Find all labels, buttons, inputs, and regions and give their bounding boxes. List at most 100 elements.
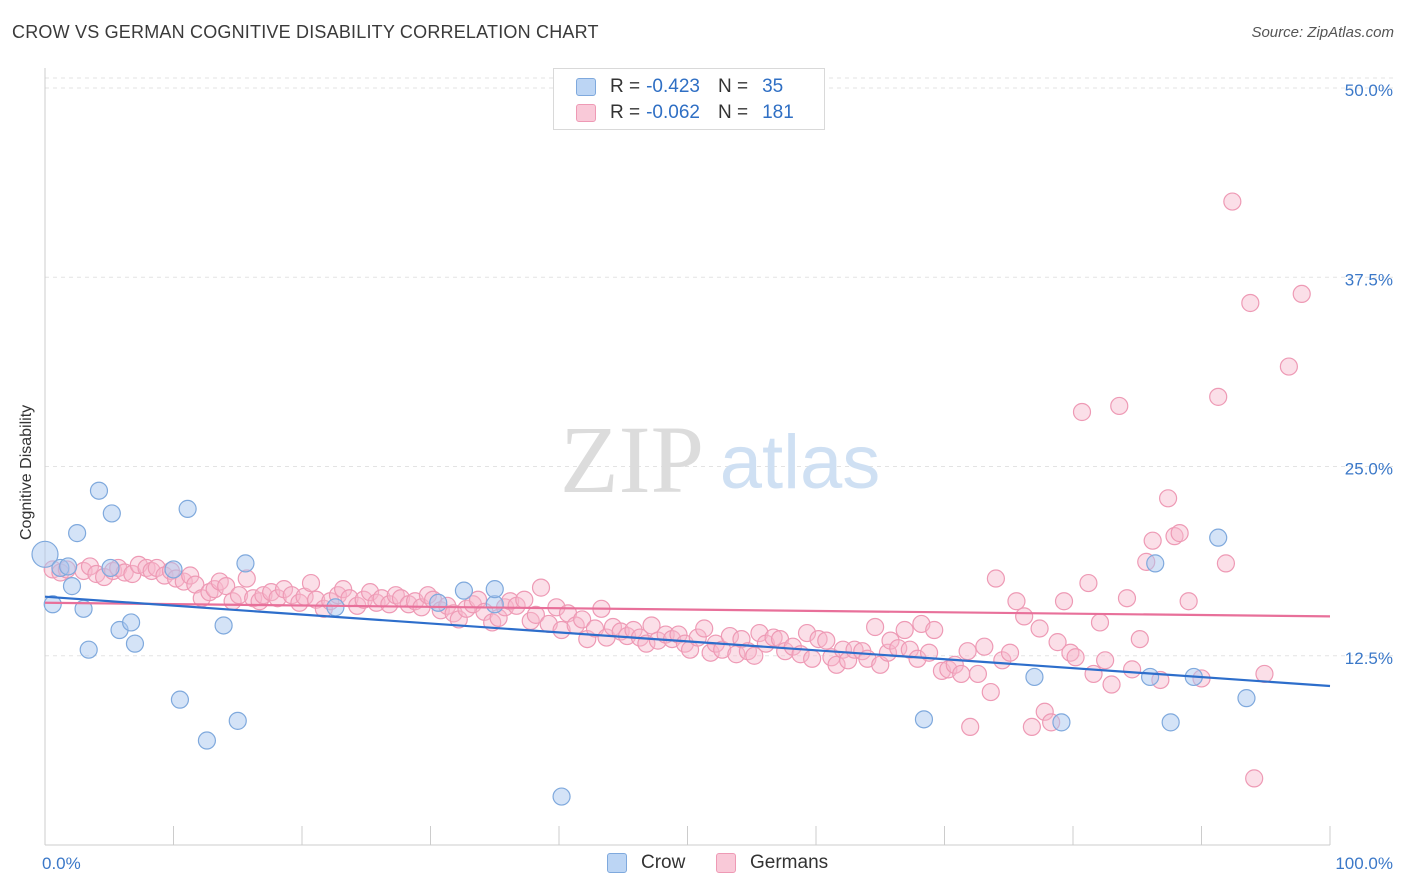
germans-point	[1110, 396, 1129, 416]
germans-point	[1223, 192, 1242, 211]
germans-point	[515, 590, 534, 609]
germans-point	[695, 619, 714, 638]
crow-point	[214, 616, 233, 635]
germans-point	[1158, 489, 1178, 508]
germans-point	[1170, 524, 1189, 543]
germans-point	[701, 643, 720, 662]
axes	[44, 68, 1331, 846]
germans-point	[1245, 769, 1264, 788]
crow-r-value: -0.423	[646, 76, 700, 97]
germans-point	[925, 620, 944, 640]
x-tick-label: 100.0%	[1335, 854, 1393, 873]
crow-point	[429, 593, 448, 612]
crow-trend-line	[44, 595, 1331, 688]
source-credit: Source: ZipAtlas.com	[1251, 24, 1394, 41]
germans-legend-swatch	[716, 853, 736, 873]
germans-point	[1015, 607, 1034, 626]
legend-item-germans[interactable]: Germans	[716, 852, 828, 874]
germans-point	[669, 625, 688, 644]
crow-point	[59, 557, 78, 576]
crow-point	[164, 560, 183, 579]
germans-point	[1072, 402, 1092, 422]
crow-point	[31, 540, 59, 568]
crow-legend-swatch	[607, 853, 627, 873]
germans-point	[961, 717, 980, 737]
germans-point	[217, 577, 236, 596]
germans-point	[1079, 573, 1098, 593]
germans-point	[1209, 387, 1228, 406]
germans-point	[803, 649, 822, 668]
germans-point	[713, 640, 732, 659]
germans-point	[1117, 589, 1137, 608]
germans-r-label: R =	[610, 102, 641, 123]
germans-point	[900, 640, 919, 659]
crow-point	[485, 580, 504, 599]
germans-point	[1084, 664, 1103, 684]
watermark-zip: ZIP	[560, 406, 704, 513]
germans-point	[526, 605, 545, 624]
germans-swatch	[576, 104, 596, 122]
germans-point	[968, 664, 988, 684]
germans-point	[1030, 619, 1049, 638]
crow-point	[914, 710, 934, 729]
watermark-atlas: atlas	[720, 420, 881, 505]
crow-r-label: R =	[610, 76, 641, 97]
germans-point	[986, 569, 1006, 588]
crow-point	[62, 577, 82, 596]
germans-point	[866, 617, 885, 637]
germans-point	[783, 637, 802, 656]
germans-r-value: -0.062	[646, 102, 700, 123]
crow-n-value: 35	[762, 76, 784, 97]
germans-point	[334, 580, 353, 599]
germans-point	[1000, 643, 1020, 662]
crow-point	[102, 504, 121, 523]
crow-point	[1146, 554, 1165, 573]
germans-point	[1143, 531, 1162, 550]
crow-point	[1052, 713, 1071, 732]
crow-point	[1209, 528, 1228, 547]
germans-point	[1241, 293, 1260, 313]
tick-labels: 12.5% 25.0% 37.5% 50.0% 0.0% 100.0%	[42, 81, 1393, 873]
correlation-legend: R = -0.423 N = 35 R = -0.062 N = 181	[553, 68, 825, 130]
legend-item-crow[interactable]: Crow	[607, 852, 685, 874]
germans-point	[1179, 592, 1198, 611]
germans-legend-label: Germans	[750, 852, 829, 873]
legend-row-germans: R = -0.062 N = 181	[576, 100, 794, 126]
germans-point	[1292, 284, 1311, 304]
germans-trend-line	[44, 601, 1331, 618]
germans-point	[1048, 633, 1067, 652]
germans-point	[361, 583, 380, 602]
germans-point	[301, 573, 321, 593]
germans-point	[1022, 717, 1041, 737]
germans-point	[952, 664, 971, 684]
crow-point	[197, 731, 217, 750]
germans-point	[237, 569, 256, 588]
germans-point	[1054, 592, 1074, 611]
series-legend: Crow Germans	[0, 852, 1406, 876]
germans-point	[1216, 554, 1236, 573]
y-tick-label: 37.5%	[1345, 270, 1393, 289]
crow-point	[89, 481, 109, 500]
crow-point	[552, 787, 571, 806]
crow-point	[1161, 713, 1180, 732]
crow-point	[485, 595, 504, 614]
germans-point	[1096, 651, 1115, 670]
crow-point	[1140, 667, 1160, 687]
crow-point	[326, 598, 345, 617]
legend-row-crow: R = -0.423 N = 35	[576, 74, 783, 100]
germans-point	[137, 558, 156, 578]
germans-point	[1007, 592, 1026, 611]
crow-point	[101, 558, 120, 578]
crow-point	[1237, 689, 1256, 708]
crow-point	[178, 499, 197, 518]
germans-point	[750, 623, 769, 643]
germans-point	[797, 623, 817, 643]
germans-point	[229, 586, 249, 605]
y-axis-label: Cognitive Disability	[18, 404, 35, 540]
y-tick-label: 25.0%	[1345, 460, 1393, 479]
germans-point	[981, 682, 1000, 702]
watermark: ZIP atlas	[560, 406, 880, 513]
germans-point	[827, 655, 846, 674]
crow-point	[1025, 667, 1044, 687]
